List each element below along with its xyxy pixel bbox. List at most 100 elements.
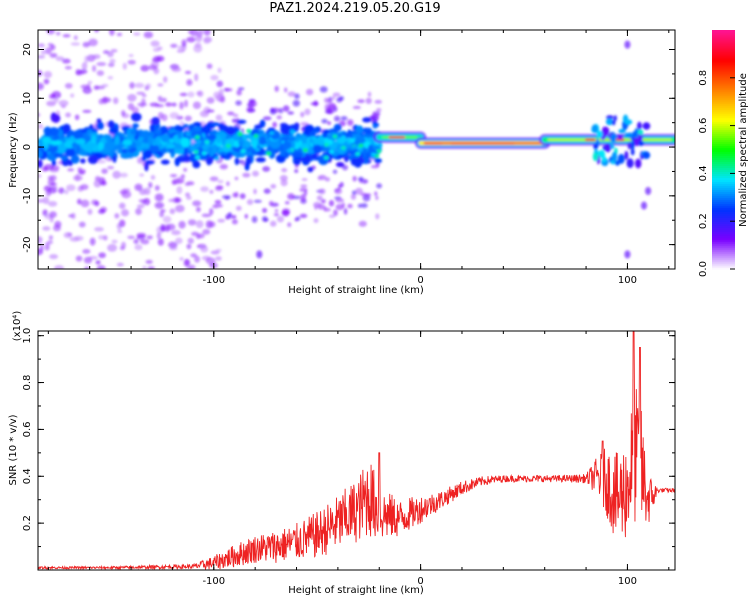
spectrogram-noise-blob: [54, 265, 65, 269]
colorbar: 0.0 0.2 0.4 0.6 0.8: [698, 30, 735, 277]
spectrogram-noise-blob: [139, 173, 145, 177]
spectrogram-noise-blob: [328, 200, 335, 207]
colorbar-swatch: [712, 259, 735, 262]
colorbar-swatch: [712, 41, 735, 45]
spectrogram-noise-blob: [116, 32, 123, 37]
spectrogram-noise-blob: [92, 54, 101, 60]
colorbar-swatch: [712, 83, 735, 87]
colorbar-swatch: [712, 217, 735, 220]
spectrogram-noise-blob: [38, 123, 44, 129]
colorbar-swatch: [712, 137, 735, 141]
colorbar-swatch: [712, 163, 735, 167]
colorbar-swatch: [712, 185, 735, 188]
snr-line: [38, 331, 675, 570]
colorbar-swatch: [712, 31, 735, 35]
spectrogram-hotspot: [246, 128, 252, 133]
colorbar-swatch: [712, 95, 735, 99]
spectrogram-hotspot: [355, 151, 361, 156]
spectrogram-band-blob: [90, 135, 97, 143]
spectrogram-noise-blob: [184, 182, 191, 187]
spectrogram-noise-blob: [343, 208, 348, 215]
spectrogram-hotspot: [217, 130, 223, 135]
spectrogram-noise-blob: [127, 235, 136, 240]
spectrogram-burst-blob: [627, 141, 632, 150]
spectrogram-noise-blob: [70, 212, 76, 220]
spectrogram-noise-blob: [194, 255, 201, 263]
spectrogram-hotspot: [323, 142, 329, 147]
spectrogram-band-blob: [362, 128, 368, 134]
colorbar-tick-label: 0.8: [698, 70, 709, 86]
spectrogram-noise-blob: [49, 93, 56, 100]
spectrogram-noise-blob: [116, 262, 124, 267]
colorbar-swatch: [712, 263, 735, 266]
spectrogram-burst-blob: [632, 131, 637, 139]
spectrogram-noise-blob: [150, 40, 160, 47]
spectrogram-noise-blob: [109, 30, 115, 36]
spectrogram-noise-blob: [183, 167, 188, 172]
spectrogram-noise-blob: [210, 250, 220, 255]
colorbar-swatch: [712, 99, 735, 103]
spectrogram-noise-blob: [287, 91, 296, 97]
spectrogram-noise-blob: [170, 43, 178, 48]
snr-y-tick-label: 0.8: [22, 375, 33, 391]
spectrogram-noise-blob: [360, 203, 368, 209]
spectrogram-burst-blob: [596, 130, 603, 139]
spectrogram-band-blob: [210, 122, 221, 127]
spectrogram-noise-blob: [38, 236, 43, 244]
spectrogram-band-blob: [313, 137, 325, 147]
colorbar-swatch: [712, 181, 735, 184]
spectrogram-noise-blob: [292, 99, 301, 107]
spectrogram-noise-blob: [270, 220, 277, 227]
spectrogram-band-blob: [70, 154, 80, 164]
colorbar-swatch: [712, 179, 735, 182]
spectrogram-noise-blob: [217, 67, 222, 73]
spectrogram-noise-blob: [203, 38, 211, 44]
spectrogram-noise-blob: [357, 203, 362, 208]
colorbar-tick-label: 0.2: [698, 213, 709, 229]
colorbar-swatch: [712, 141, 735, 145]
colorbar-swatch: [712, 93, 735, 97]
spectrogram-band-blob: [149, 124, 155, 132]
spectrogram-noise-blob: [183, 258, 190, 267]
spectrogram-noise-blob: [194, 42, 202, 49]
spectrogram-noise-blob: [73, 35, 78, 41]
spectrogram-noise-blob: [252, 170, 259, 177]
spectrogram-noise-blob: [171, 102, 177, 107]
spectrogram-noise-blob: [73, 175, 83, 181]
colorbar-swatch: [712, 37, 735, 41]
spectrogram-noise-blob: [107, 62, 115, 67]
spectrogram-noise-blob: [174, 197, 180, 203]
colorbar-swatch: [712, 229, 735, 232]
spectrogram-band-blob: [130, 112, 142, 122]
spectrogram-band-blob: [114, 135, 120, 146]
snr-frame: [37, 330, 676, 571]
spectrogram-band-blob: [322, 132, 328, 139]
spectrogram-band-blob: [328, 139, 333, 145]
colorbar-swatch: [712, 177, 735, 180]
colorbar-swatch: [712, 209, 735, 212]
spectrogram-band-blob: [216, 135, 221, 144]
spectrogram-noise-blob: [38, 82, 44, 91]
spectrogram-noise-blob: [143, 31, 154, 39]
colorbar-swatch: [712, 157, 735, 161]
spectrogram-noise-blob: [186, 195, 192, 200]
spectrogram-band-blob: [257, 149, 264, 157]
spectrogram-noise-blob: [127, 93, 137, 102]
spectrogram-noise-blob: [179, 257, 184, 261]
spectrogram-band-blob: [307, 166, 314, 173]
spectrogram-hotspot: [358, 143, 364, 148]
spectrogram-noise-blob: [283, 87, 288, 93]
spectrogram-burst-blob: [611, 119, 616, 126]
spectrogram-band-blob: [189, 153, 197, 163]
spectrogram-noise-blob: [326, 106, 332, 112]
spectrogram-noise-blob: [50, 182, 57, 187]
spectrogram-band-blob: [355, 125, 364, 134]
spectrogram-y-label: Frequency (Hz): [8, 112, 19, 188]
spectrogram-noise-blob: [109, 58, 116, 64]
spectrogram-noise-blob: [171, 180, 177, 185]
spectrogram-noise-blob: [200, 245, 209, 253]
spectrogram-noise-blob: [305, 88, 314, 96]
spectrogram-noise-blob: [122, 62, 127, 70]
colorbar-swatch: [712, 151, 735, 155]
spectrogram-noise-blob: [274, 208, 279, 213]
